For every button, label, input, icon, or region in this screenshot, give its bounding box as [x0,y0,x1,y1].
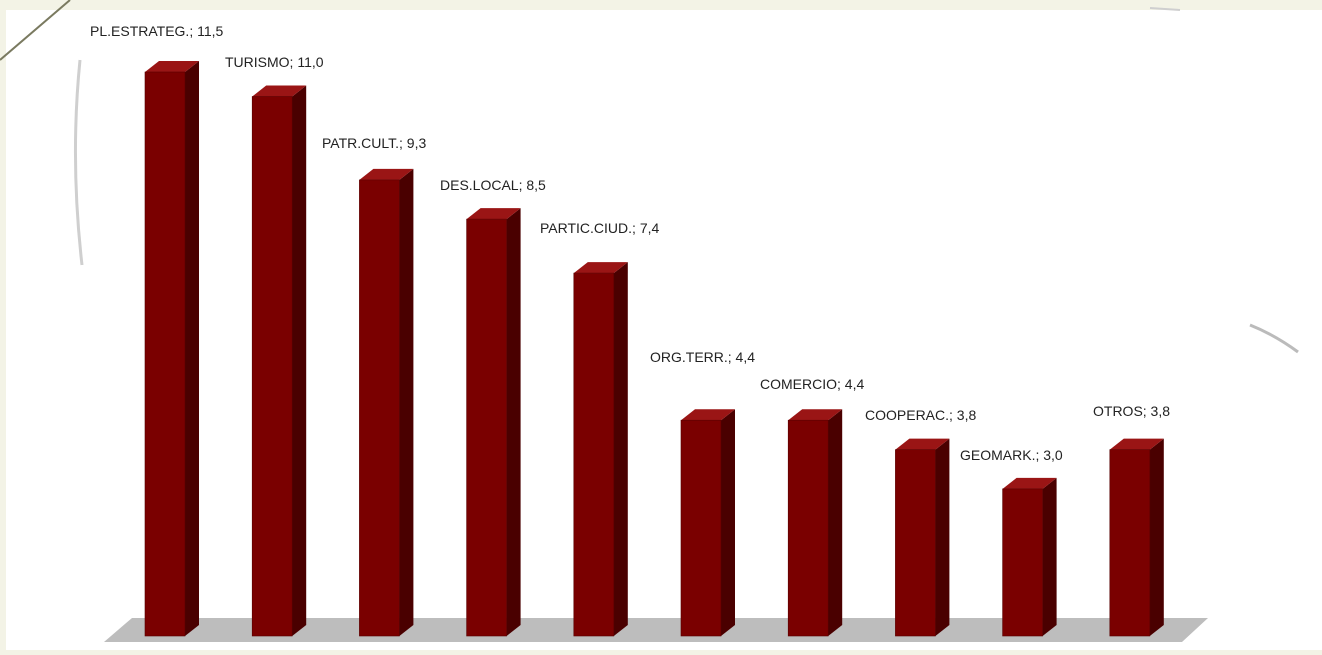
bar-7 [787,409,843,637]
bar-3 [359,168,414,637]
data-label: OTROS; 3,8 [1093,403,1170,419]
bar-6 [680,409,735,637]
bar-side-face [828,409,843,636]
data-label: GEOMARK.; 3,0 [960,447,1063,463]
decorative-strokes [0,0,1299,354]
data-label: PARTIC.CIUD.; 7,4 [540,220,660,236]
bar-top-face [681,409,735,421]
bar-2 [251,85,307,637]
decorative-arc-left [73,59,84,266]
bar-side-face [1042,477,1057,636]
bar-5 [573,262,628,637]
bar-side-face [185,61,199,636]
data-label: ORG.TERR.; 4,4 [650,349,755,365]
bar-front-face [1109,449,1151,637]
data-label: PATR.CULT.; 9,3 [322,135,426,151]
bar-side-face [1149,438,1164,636]
bar-front-face [573,272,615,637]
bar-side-face [935,438,950,636]
bar-4 [466,208,521,637]
bar-top-face [895,438,950,450]
data-label: PL.ESTRATEG.; 11,5 [90,23,224,39]
bars-group [144,61,1164,637]
bar-top-face [466,208,521,220]
bar-8 [895,438,950,637]
bar-front-face [144,71,186,637]
bar-10 [1109,438,1164,637]
bar-side-face [613,262,628,636]
bar-front-face [466,218,507,637]
bar-top-face [573,262,628,274]
bar-1 [144,61,199,637]
decorative-line-left [0,0,71,61]
bar-top-face [252,85,307,97]
bar-top-face [359,168,414,180]
bar-front-face [895,449,936,637]
bar-front-face [680,419,722,637]
bar-top-face [145,61,199,72]
data-label: COMERCIO; 4,4 [760,376,864,392]
bar-side-face [292,85,307,637]
bar-front-face [359,179,400,637]
data-label: DES.LOCAL; 8,5 [440,177,546,193]
bar-front-face [1002,488,1043,637]
bar-9 [1002,477,1057,637]
bar-top-face [788,409,843,421]
plot-background [6,10,1322,650]
data-label: COOPERAC.; 3,8 [865,407,976,423]
bar-side-face [399,168,414,637]
bar-front-face [787,419,829,637]
bar-top-face [1109,438,1164,450]
decorative-arc-right [1249,323,1299,354]
bar-top-face [1002,477,1057,489]
decorative-stroke-top-right [1149,7,1181,11]
bar-side-face [721,409,735,636]
bar-front-face [251,96,293,637]
bar-side-face [506,208,521,636]
data-label: TURISMO; 11,0 [225,54,324,70]
